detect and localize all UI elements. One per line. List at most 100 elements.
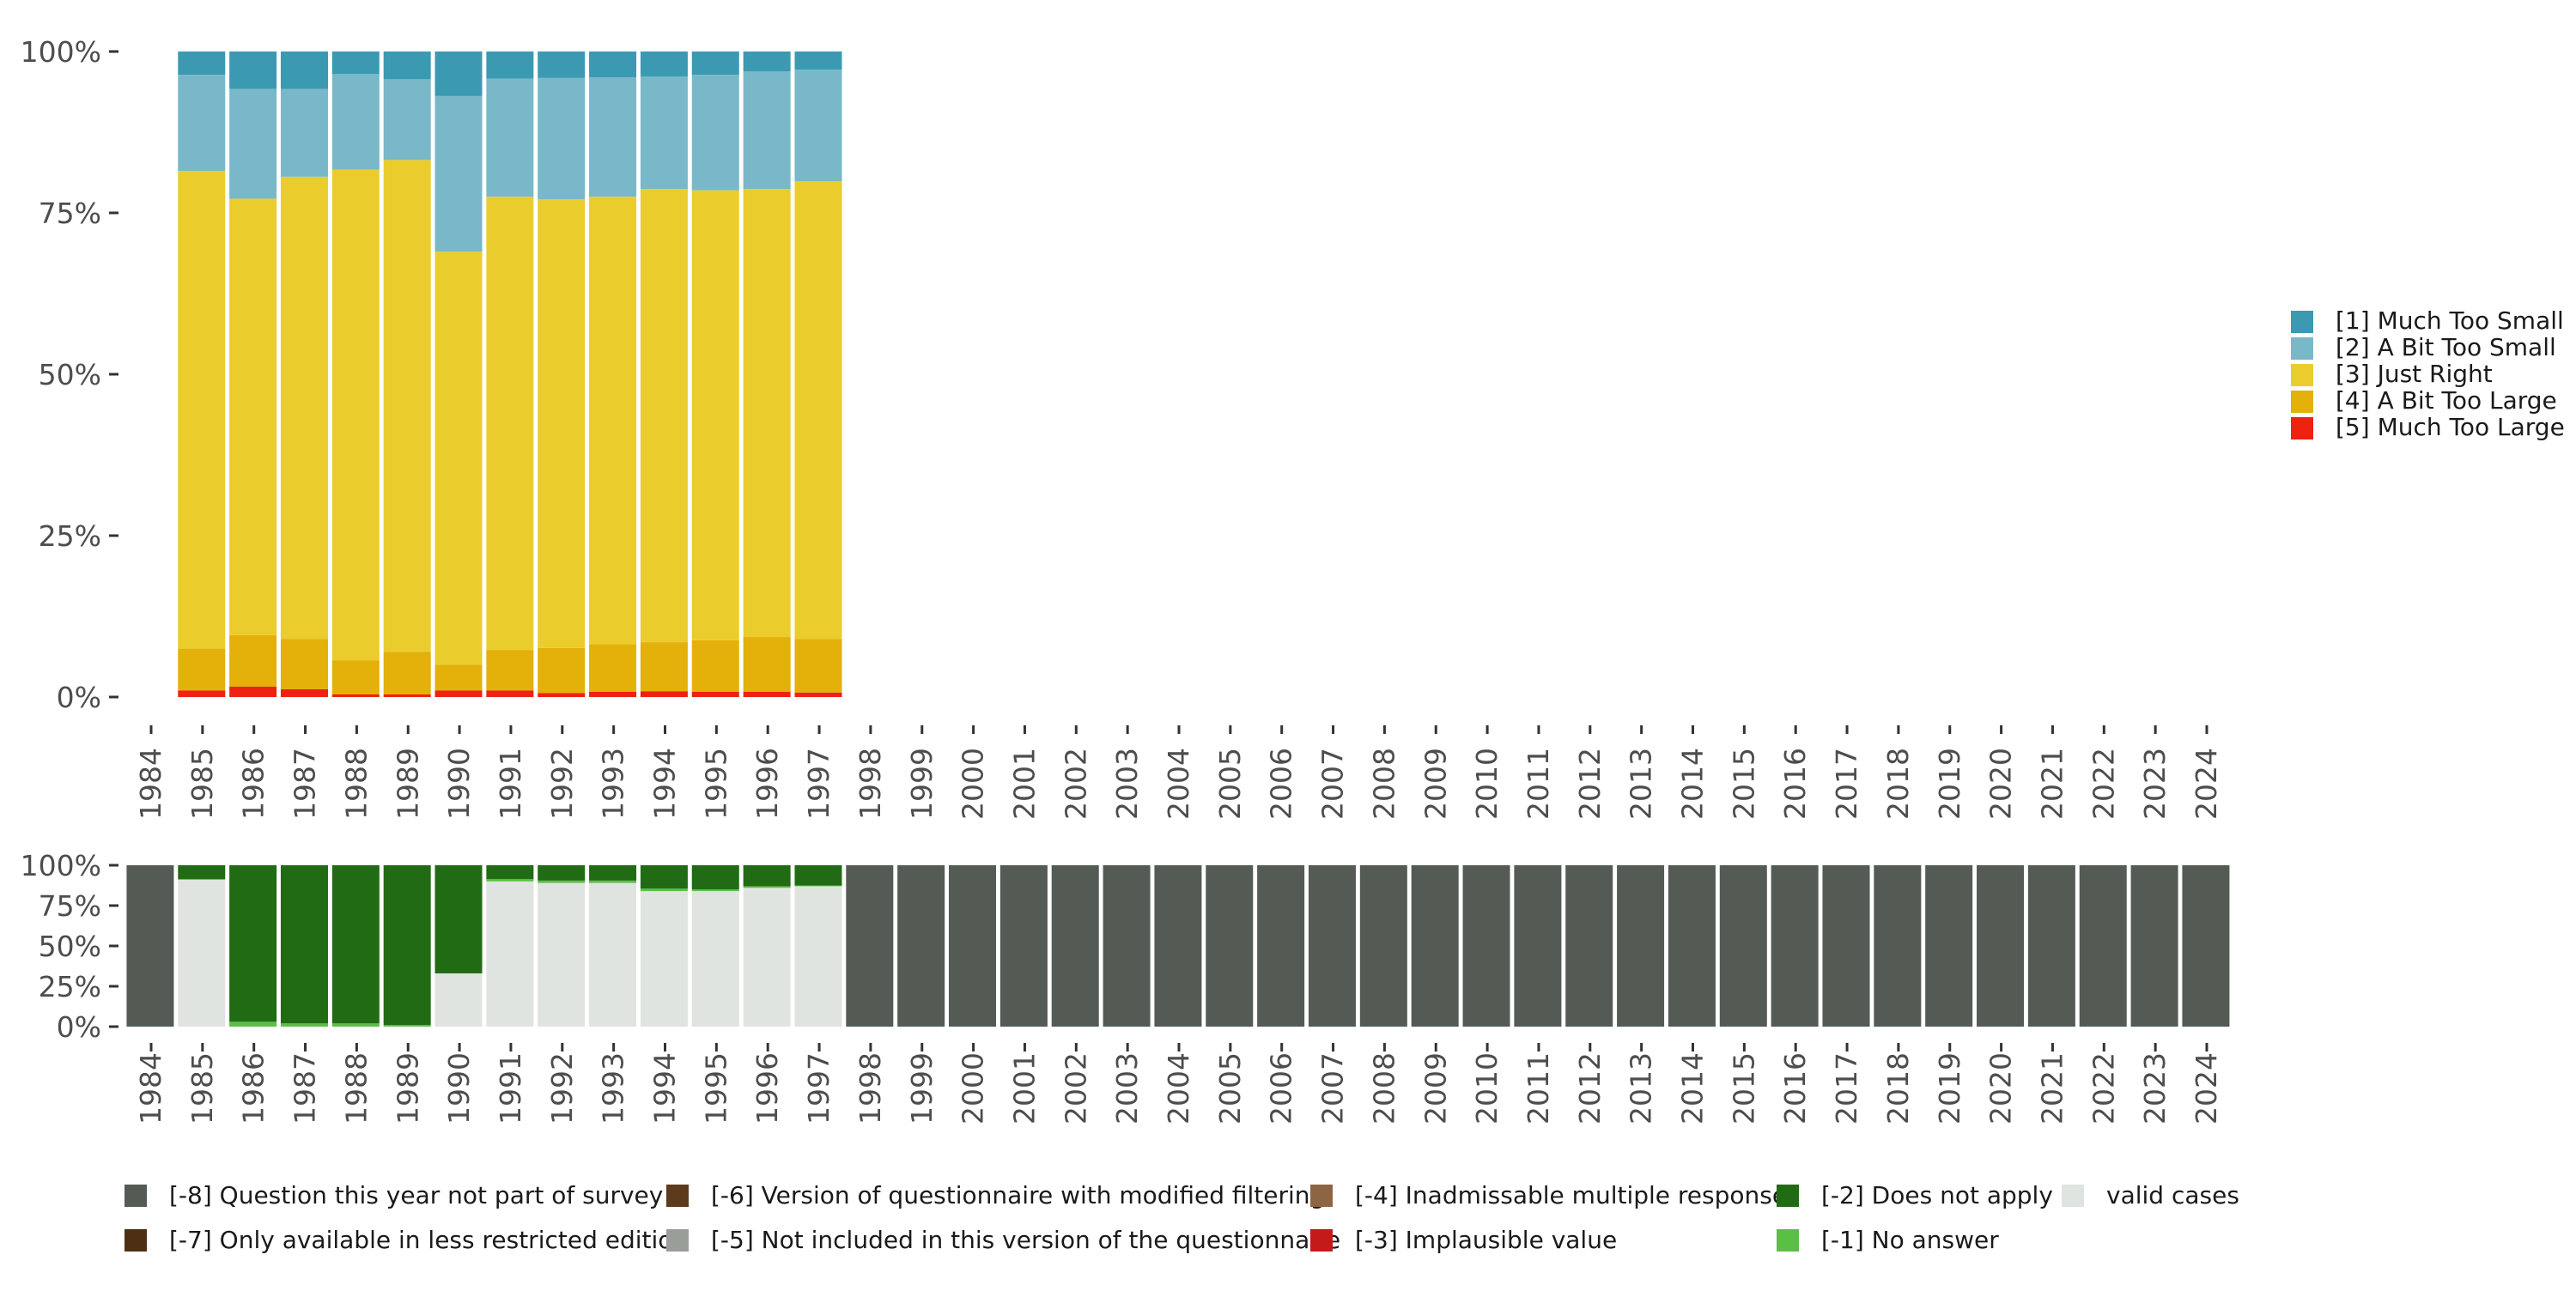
- bottom-bar-2010-s8: [1462, 865, 1510, 1027]
- bottom-x-tick-label: 1997: [802, 1052, 835, 1124]
- bottom-legend-label: [-6] Version of questionnaire with modif…: [711, 1181, 1325, 1209]
- bottom-legend-swatch: [1777, 1229, 1799, 1252]
- bottom-x-tick-label: 2014: [1676, 1052, 1710, 1124]
- top-bar-1997-s0: [794, 692, 842, 697]
- bottom-bar-1989-s1: [383, 1025, 431, 1027]
- bottom-x-tick-label: 1998: [854, 1052, 887, 1124]
- bottom-legend-swatch: [1310, 1185, 1333, 1207]
- bottom-bar-1995-s0: [691, 891, 739, 1027]
- top-bar-1992-s3: [538, 77, 586, 200]
- top-bar-1996-s4: [743, 52, 791, 72]
- bottom-y-tick-label: 0%: [57, 1010, 101, 1044]
- bottom-x-tick-label: 2009: [1419, 1052, 1452, 1124]
- top-x-tick-label: 2022: [2087, 748, 2120, 820]
- bottom-bar-2007-s8: [1308, 865, 1356, 1027]
- bottom-bar-1991-s2: [486, 865, 534, 879]
- bottom-bar-2005-s8: [1206, 865, 1254, 1027]
- bottom-bar-2000-s8: [949, 865, 997, 1027]
- bottom-x-tick-label: 2003: [1110, 1052, 1144, 1124]
- bottom-bar-1989-s2: [383, 865, 431, 1026]
- bottom-x-tick-label: 2021: [2035, 1052, 2069, 1124]
- top-legend-swatch: [2291, 417, 2313, 439]
- top-bar-1993-s4: [589, 52, 637, 78]
- top-y-tick-label: 50%: [39, 358, 101, 391]
- bottom-bar-1986-s1: [229, 1021, 277, 1027]
- top-bar-1989-s0: [383, 694, 431, 697]
- bottom-bar-1990-s2: [434, 865, 483, 973]
- top-x-tick-label: 2024: [2190, 748, 2223, 820]
- bottom-legend-label: [-5] Not included in this version of the…: [711, 1226, 1340, 1254]
- top-x-tick-label: 1986: [237, 748, 270, 820]
- bottom-legend-swatch: [1777, 1185, 1799, 1207]
- bottom-x-tick-label: 2000: [957, 1052, 990, 1124]
- top-bar-1994-s2: [640, 189, 688, 643]
- bottom-legend: [-8] Question this year not part of surv…: [125, 1181, 2239, 1254]
- bottom-x-tick-label: 1991: [494, 1052, 527, 1124]
- top-x-tick-label: 2019: [1933, 748, 1966, 820]
- top-x-tick-label: 1985: [185, 748, 219, 820]
- bottom-legend-label: [-2] Does not apply: [1821, 1181, 2053, 1209]
- bottom-x-tick-label: 2008: [1367, 1052, 1400, 1124]
- bottom-bar-1995-s2: [691, 865, 739, 890]
- bottom-bar-1991-s0: [486, 881, 534, 1027]
- top-y-tick-label: 100%: [21, 35, 101, 69]
- top-bar-1990-s0: [434, 690, 483, 697]
- top-x-tick-label: 2016: [1778, 748, 1812, 820]
- bottom-bar-1997-s0: [794, 886, 842, 1027]
- top-chart-panel: 0% 25% 50% 75% 100% 1984 1985 1986 1987 1988 1989 1…: [21, 35, 2223, 820]
- top-x-tick-label: 2002: [1059, 748, 1092, 820]
- bottom-legend-swatch: [2062, 1185, 2084, 1207]
- bottom-x-tick-label: 2002: [1059, 1052, 1092, 1124]
- bottom-bar-2018-s8: [1874, 865, 1922, 1027]
- top-bar-1988-s2: [331, 169, 380, 661]
- top-x-tick-label: 1987: [289, 748, 322, 820]
- top-x-tick-label: 1990: [442, 748, 476, 820]
- bottom-bar-2008-s8: [1359, 865, 1407, 1027]
- top-x-tick-label: 2011: [1522, 748, 1555, 820]
- top-bar-1985-s4: [178, 52, 226, 76]
- top-bar-1993-s3: [589, 77, 637, 197]
- top-bar-1986-s2: [229, 198, 277, 635]
- bottom-bar-2003-s8: [1103, 865, 1151, 1027]
- top-bar-1987-s0: [280, 688, 328, 697]
- top-bar-1988-s3: [331, 74, 380, 170]
- bottom-bar-1984-s8: [126, 865, 174, 1027]
- bottom-bar-1999-s8: [897, 865, 945, 1027]
- top-x-tick-label: 1994: [648, 748, 682, 820]
- bottom-x-tick-label: 1986: [237, 1052, 270, 1124]
- top-bar-1997-s4: [794, 52, 842, 70]
- top-y-tick-label: 25%: [39, 519, 101, 553]
- bottom-legend-label: [-8] Question this year not part of surv…: [169, 1181, 663, 1209]
- top-bar-1986-s3: [229, 88, 277, 199]
- bottom-bar-1997-s1: [794, 885, 842, 887]
- bottom-x-tick-label: 2020: [1984, 1052, 2018, 1124]
- bottom-bar-1992-s2: [538, 865, 586, 881]
- bottom-bar-2017-s8: [1822, 865, 1870, 1027]
- top-legend-label: [3] Just Right: [2336, 360, 2493, 388]
- bottom-bar-2016-s8: [1771, 865, 1819, 1027]
- bottom-y-tick-label: 75%: [39, 889, 101, 923]
- bottom-y-tick-label: 50%: [39, 930, 101, 963]
- top-x-tick-label: 2007: [1316, 748, 1350, 820]
- bottom-bar-2022-s8: [2079, 865, 2127, 1027]
- bottom-bar-1993-s2: [589, 865, 637, 881]
- top-bar-1991-s3: [486, 78, 534, 197]
- bottom-x-tick-label: 1994: [648, 1052, 682, 1124]
- bottom-bar-1986-s2: [229, 865, 277, 1022]
- bottom-x-tick-label: 1993: [597, 1052, 630, 1124]
- bottom-bar-2019-s8: [1925, 865, 1973, 1027]
- top-x-tick-label: 2021: [2035, 748, 2069, 820]
- bottom-y-tick-label: 100%: [21, 849, 101, 882]
- top-bar-1987-s1: [280, 639, 328, 689]
- top-bar-1985-s3: [178, 75, 226, 172]
- top-bar-1987-s3: [280, 88, 328, 177]
- top-legend-label: [4] A Bit Too Large: [2336, 386, 2557, 415]
- top-x-tick-label: 1989: [391, 748, 424, 820]
- top-bar-1988-s0: [331, 694, 380, 697]
- bottom-bar-1996-s1: [743, 886, 791, 888]
- top-x-tick-label: 2017: [1830, 748, 1863, 820]
- top-x-tick-label: 2012: [1573, 748, 1607, 820]
- top-bar-1995-s2: [691, 190, 739, 640]
- top-x-tick-label: 1992: [545, 748, 579, 820]
- top-bar-1990-s2: [434, 252, 483, 665]
